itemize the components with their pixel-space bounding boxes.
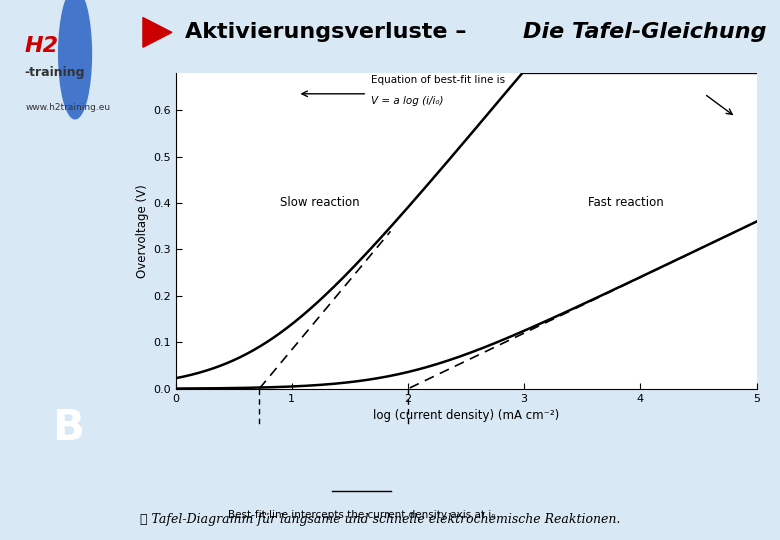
Text: Equation of best-fit line is: Equation of best-fit line is: [370, 75, 505, 85]
Y-axis label: Overvoltage (V): Overvoltage (V): [136, 184, 149, 278]
Text: www.h2training.eu: www.h2training.eu: [26, 104, 111, 112]
Text: Slow reaction: Slow reaction: [280, 197, 360, 210]
Text: Die Tafel-Gleichung: Die Tafel-Gleichung: [523, 22, 766, 43]
Text: -training: -training: [25, 66, 85, 79]
X-axis label: log (current density) (mA cm⁻²): log (current density) (mA cm⁻²): [373, 409, 559, 422]
Text: V = a log (i/i₀): V = a log (i/i₀): [370, 96, 443, 106]
Circle shape: [58, 0, 91, 119]
Polygon shape: [143, 17, 172, 47]
Text: B: B: [52, 407, 84, 449]
Text: Best-fit line intercepts the current density axis at i₀: Best-fit line intercepts the current den…: [228, 510, 495, 519]
Text: Fast reaction: Fast reaction: [588, 197, 664, 210]
Text: H2: H2: [25, 36, 58, 56]
Text: ❖ Tafel-Diagramm für langsame und schnelle elektrochemische Reaktionen.: ❖ Tafel-Diagramm für langsame und schnel…: [140, 514, 621, 526]
Text: Aktivierungsverluste –: Aktivierungsverluste –: [185, 22, 474, 43]
